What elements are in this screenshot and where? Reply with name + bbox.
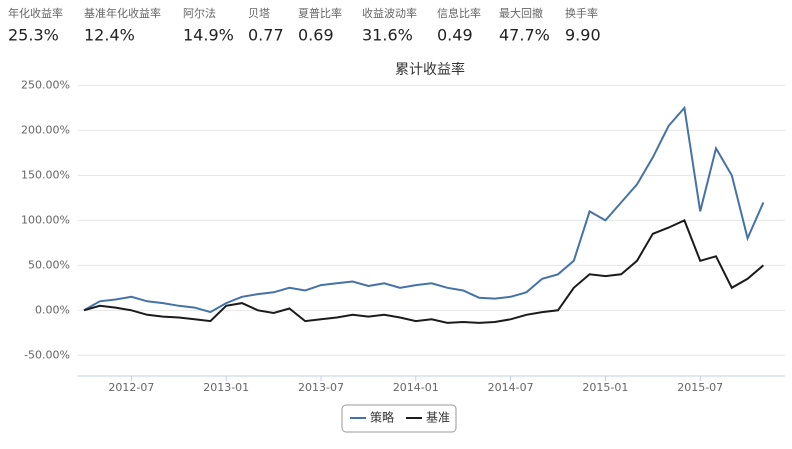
legend-box [341, 404, 457, 433]
stat-label: 夏普比率 [298, 6, 342, 20]
legend-label: 策略 [370, 410, 394, 425]
stat-label: 信息比率 [437, 6, 481, 20]
stat-value: 31.6% [362, 26, 413, 45]
stat-label: 收益波动率 [362, 6, 417, 20]
stat-label: 贝塔 [248, 7, 270, 20]
legend-label: 基准 [426, 411, 450, 425]
x-tick-label: 2012-07 [108, 381, 154, 394]
stat-label: 最大回撤 [499, 6, 543, 20]
stat-value: 12.4% [84, 26, 135, 45]
y-tick-label: 200.00% [21, 123, 70, 136]
chart-title: 累计收益率 [395, 61, 465, 78]
y-tick-label: 150.00% [21, 168, 70, 181]
stat-value: 0.69 [298, 26, 334, 45]
y-tick-label: -50.00% [24, 348, 70, 361]
x-tick-label: 2015-01 [582, 381, 628, 394]
stat-label: 基准年化收益率 [84, 6, 161, 20]
y-tick-label: 250.00% [21, 78, 70, 91]
stat-value: 14.9% [183, 26, 234, 45]
x-tick-label: 2013-07 [298, 381, 344, 394]
stat-value: 0.77 [248, 26, 284, 45]
stat-value: 25.3% [8, 26, 59, 45]
stat-value: 47.7% [499, 26, 550, 45]
y-tick-label: 0.00% [35, 303, 70, 316]
stat-value: 0.49 [437, 26, 473, 45]
line-series [83, 105, 765, 314]
x-tick-label: 2015-07 [677, 381, 723, 394]
legend: 策略 基准 [341, 404, 457, 433]
x-tick-label: 2014-01 [393, 381, 439, 394]
line-series [83, 219, 765, 324]
stat-label: 阿尔法 [183, 6, 216, 20]
stat-label: 换手率 [565, 6, 598, 20]
x-tick-label: 2013-01 [203, 381, 249, 394]
stat-label: 年化收益率 [8, 6, 63, 20]
x-tick-label: 2014-07 [488, 381, 534, 394]
y-tick-label: 50.00% [28, 258, 70, 271]
y-tick-label: 100.00% [21, 213, 70, 226]
stat-value: 9.90 [565, 26, 601, 45]
